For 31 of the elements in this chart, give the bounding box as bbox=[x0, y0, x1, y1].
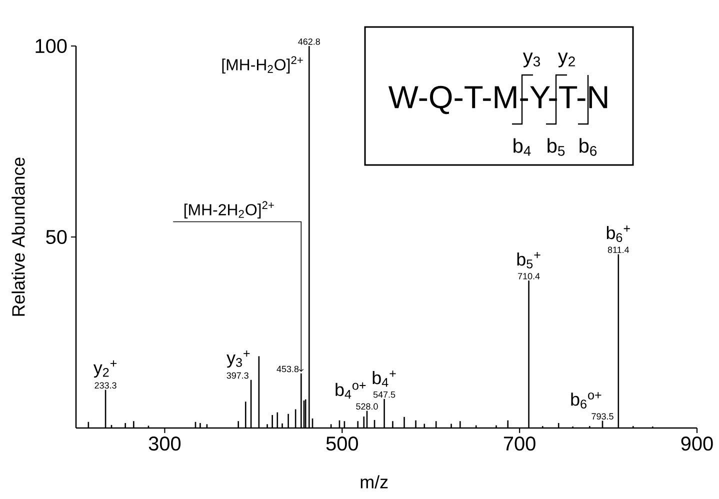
annotation: b$_{6}$o+ bbox=[571, 392, 602, 409]
y-tick-label: 50 bbox=[46, 230, 67, 244]
x-tick-label: 300 bbox=[148, 436, 181, 451]
annotation: y$_{2}$+ bbox=[93, 360, 117, 378]
annotation: [MH-H$_{2}$O]$^{2+}$ bbox=[222, 56, 303, 74]
annotation: y$_{2}$ bbox=[558, 52, 575, 68]
annotation: 793.5 bbox=[592, 413, 614, 420]
annotation: b$_{4}$o+ bbox=[336, 382, 366, 399]
annotation: 547.5 bbox=[373, 392, 396, 398]
annotation: b$_{4}$ bbox=[514, 138, 531, 156]
annotation: 811.4 bbox=[608, 246, 630, 253]
annotation: b$_{6}$ bbox=[580, 138, 597, 156]
annotation: 397.3 bbox=[226, 372, 248, 379]
x-axis-title: m/z bbox=[360, 475, 388, 488]
annotation: [MH-2H$_{2}$O]$^{2+}$ bbox=[184, 201, 274, 219]
x-tick-label: 500 bbox=[326, 436, 358, 451]
annotation: 233.3 bbox=[94, 382, 116, 389]
annotation: y$_{3}$ bbox=[522, 52, 540, 68]
annotation: 710.4 bbox=[518, 272, 540, 280]
annotation: 462.8 bbox=[298, 38, 320, 45]
y-axis-title: Relative Abundance bbox=[12, 158, 25, 316]
annotation: b$_{5}$+ bbox=[517, 252, 540, 268]
annotation: 453.8 bbox=[276, 366, 299, 372]
annotation: 528.0 bbox=[356, 403, 378, 410]
x-tick-label: 700 bbox=[504, 436, 536, 451]
annotation: b$_{6}$+ bbox=[606, 226, 630, 242]
x-tick-label: 900 bbox=[681, 436, 713, 451]
y-tick-label: 100 bbox=[36, 38, 67, 54]
annotation: y$_{3}$+ bbox=[226, 350, 250, 368]
annotation: b$_{5}$ bbox=[548, 138, 565, 156]
annotation: b$_{4}$+ bbox=[372, 370, 396, 387]
